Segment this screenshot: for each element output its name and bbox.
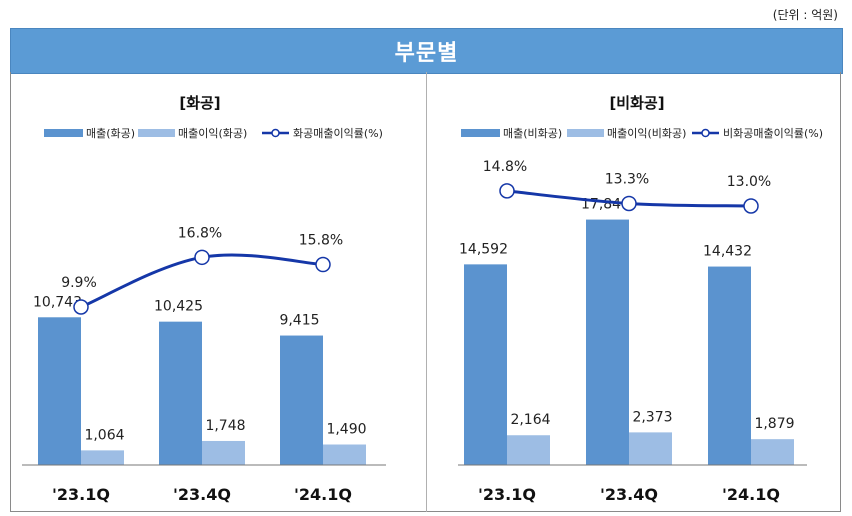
margin-point-1	[194, 249, 210, 266]
non-chemical-chart: [비화공] 매출(비화공) 매출이익(비화공) 비화공매출이익률(%) 14,592 2,…	[458, 94, 823, 504]
profit-bar-1	[629, 432, 672, 465]
margin-point-2	[315, 256, 331, 273]
sales-label-2: 9,415	[279, 313, 319, 329]
margin-label-1: 13.3%	[605, 171, 649, 187]
sales-bar-1	[586, 219, 629, 465]
profit-bar-0	[507, 435, 550, 465]
profit-label-1: 2,373	[632, 409, 672, 425]
legend-swatch-sales	[44, 129, 83, 137]
profit-bar-2	[323, 444, 366, 465]
sales-bar-0	[38, 317, 81, 465]
chart-title: [비화공]	[609, 94, 664, 112]
sales-label-0: 10,743	[33, 294, 82, 310]
panel-divider	[426, 72, 427, 512]
category-label-1: '23.4Q	[173, 485, 231, 504]
legend-swatch-profit	[567, 129, 604, 137]
margin-point-1	[621, 195, 637, 212]
profit-bar-0	[81, 450, 124, 465]
margin-point-0	[73, 299, 89, 315]
sales-bar-2	[280, 335, 323, 465]
profit-label-2: 1,490	[326, 422, 366, 438]
profit-label-0: 2,164	[510, 412, 550, 428]
category-label-0: '23.1Q	[52, 485, 110, 504]
category-label-1: '23.4Q	[600, 485, 658, 504]
legend-label-sales: 매출(비화공)	[503, 127, 562, 140]
sales-bar-2	[708, 266, 751, 465]
profit-bar-1	[202, 440, 245, 465]
category-label-0: '23.1Q	[478, 485, 536, 504]
sales-bar-1	[159, 321, 202, 465]
section-banner: 부문별	[10, 28, 843, 74]
unit-label: (단위 : 억원)	[772, 8, 838, 22]
legend-swatch-sales	[461, 129, 500, 137]
legend-label-sales: 매출(화공)	[86, 127, 135, 140]
legend-label-profit: 매출이익(비화공)	[607, 127, 686, 140]
margin-label-0: 14.8%	[483, 159, 527, 175]
profit-label-1: 1,748	[205, 418, 245, 434]
legend-swatch-profit	[138, 129, 175, 137]
margin-label-0: 9.9%	[61, 275, 97, 291]
sales-bar-0	[464, 264, 507, 465]
margin-point-2	[743, 198, 759, 214]
profit-label-2: 1,879	[754, 416, 794, 432]
legend-label-margin: 화공매출이익률(%)	[293, 127, 383, 140]
sales-label-2: 14,432	[703, 244, 752, 260]
category-label-2: '24.1Q	[294, 485, 352, 504]
profit-label-0: 1,064	[84, 427, 124, 443]
chemical-chart-panel: [화공] 매출(화공) 매출이익(화공) 화공매출이익률(%) 10,743 1,064 '…	[10, 72, 426, 512]
legend-marker-margin	[271, 128, 280, 138]
margin-label-2: 13.0%	[727, 174, 771, 190]
margin-label-1: 16.8%	[178, 225, 222, 241]
non-chemical-chart-panel: [비화공] 매출(비화공) 매출이익(비화공) 비화공매출이익률(%) 14,592 2,…	[427, 72, 841, 512]
category-label-2: '24.1Q	[722, 485, 780, 504]
sales-label-0: 14,592	[459, 241, 508, 257]
charts-frame	[10, 72, 841, 512]
chart-title: [화공]	[179, 94, 220, 112]
legend-label-margin: 비화공매출이익률(%)	[723, 127, 823, 140]
chemical-chart: [화공] 매출(화공) 매출이익(화공) 화공매출이익률(%) 10,743 1,064 '…	[22, 94, 386, 504]
legend-marker-margin	[701, 128, 710, 138]
margin-point-0	[499, 183, 515, 199]
margin-label-2: 15.8%	[299, 233, 343, 249]
sales-label-1: 10,425	[154, 299, 203, 315]
banner-title: 부문별	[394, 41, 459, 66]
profit-bar-2	[751, 439, 794, 465]
legend-label-profit: 매출이익(화공)	[178, 127, 247, 140]
